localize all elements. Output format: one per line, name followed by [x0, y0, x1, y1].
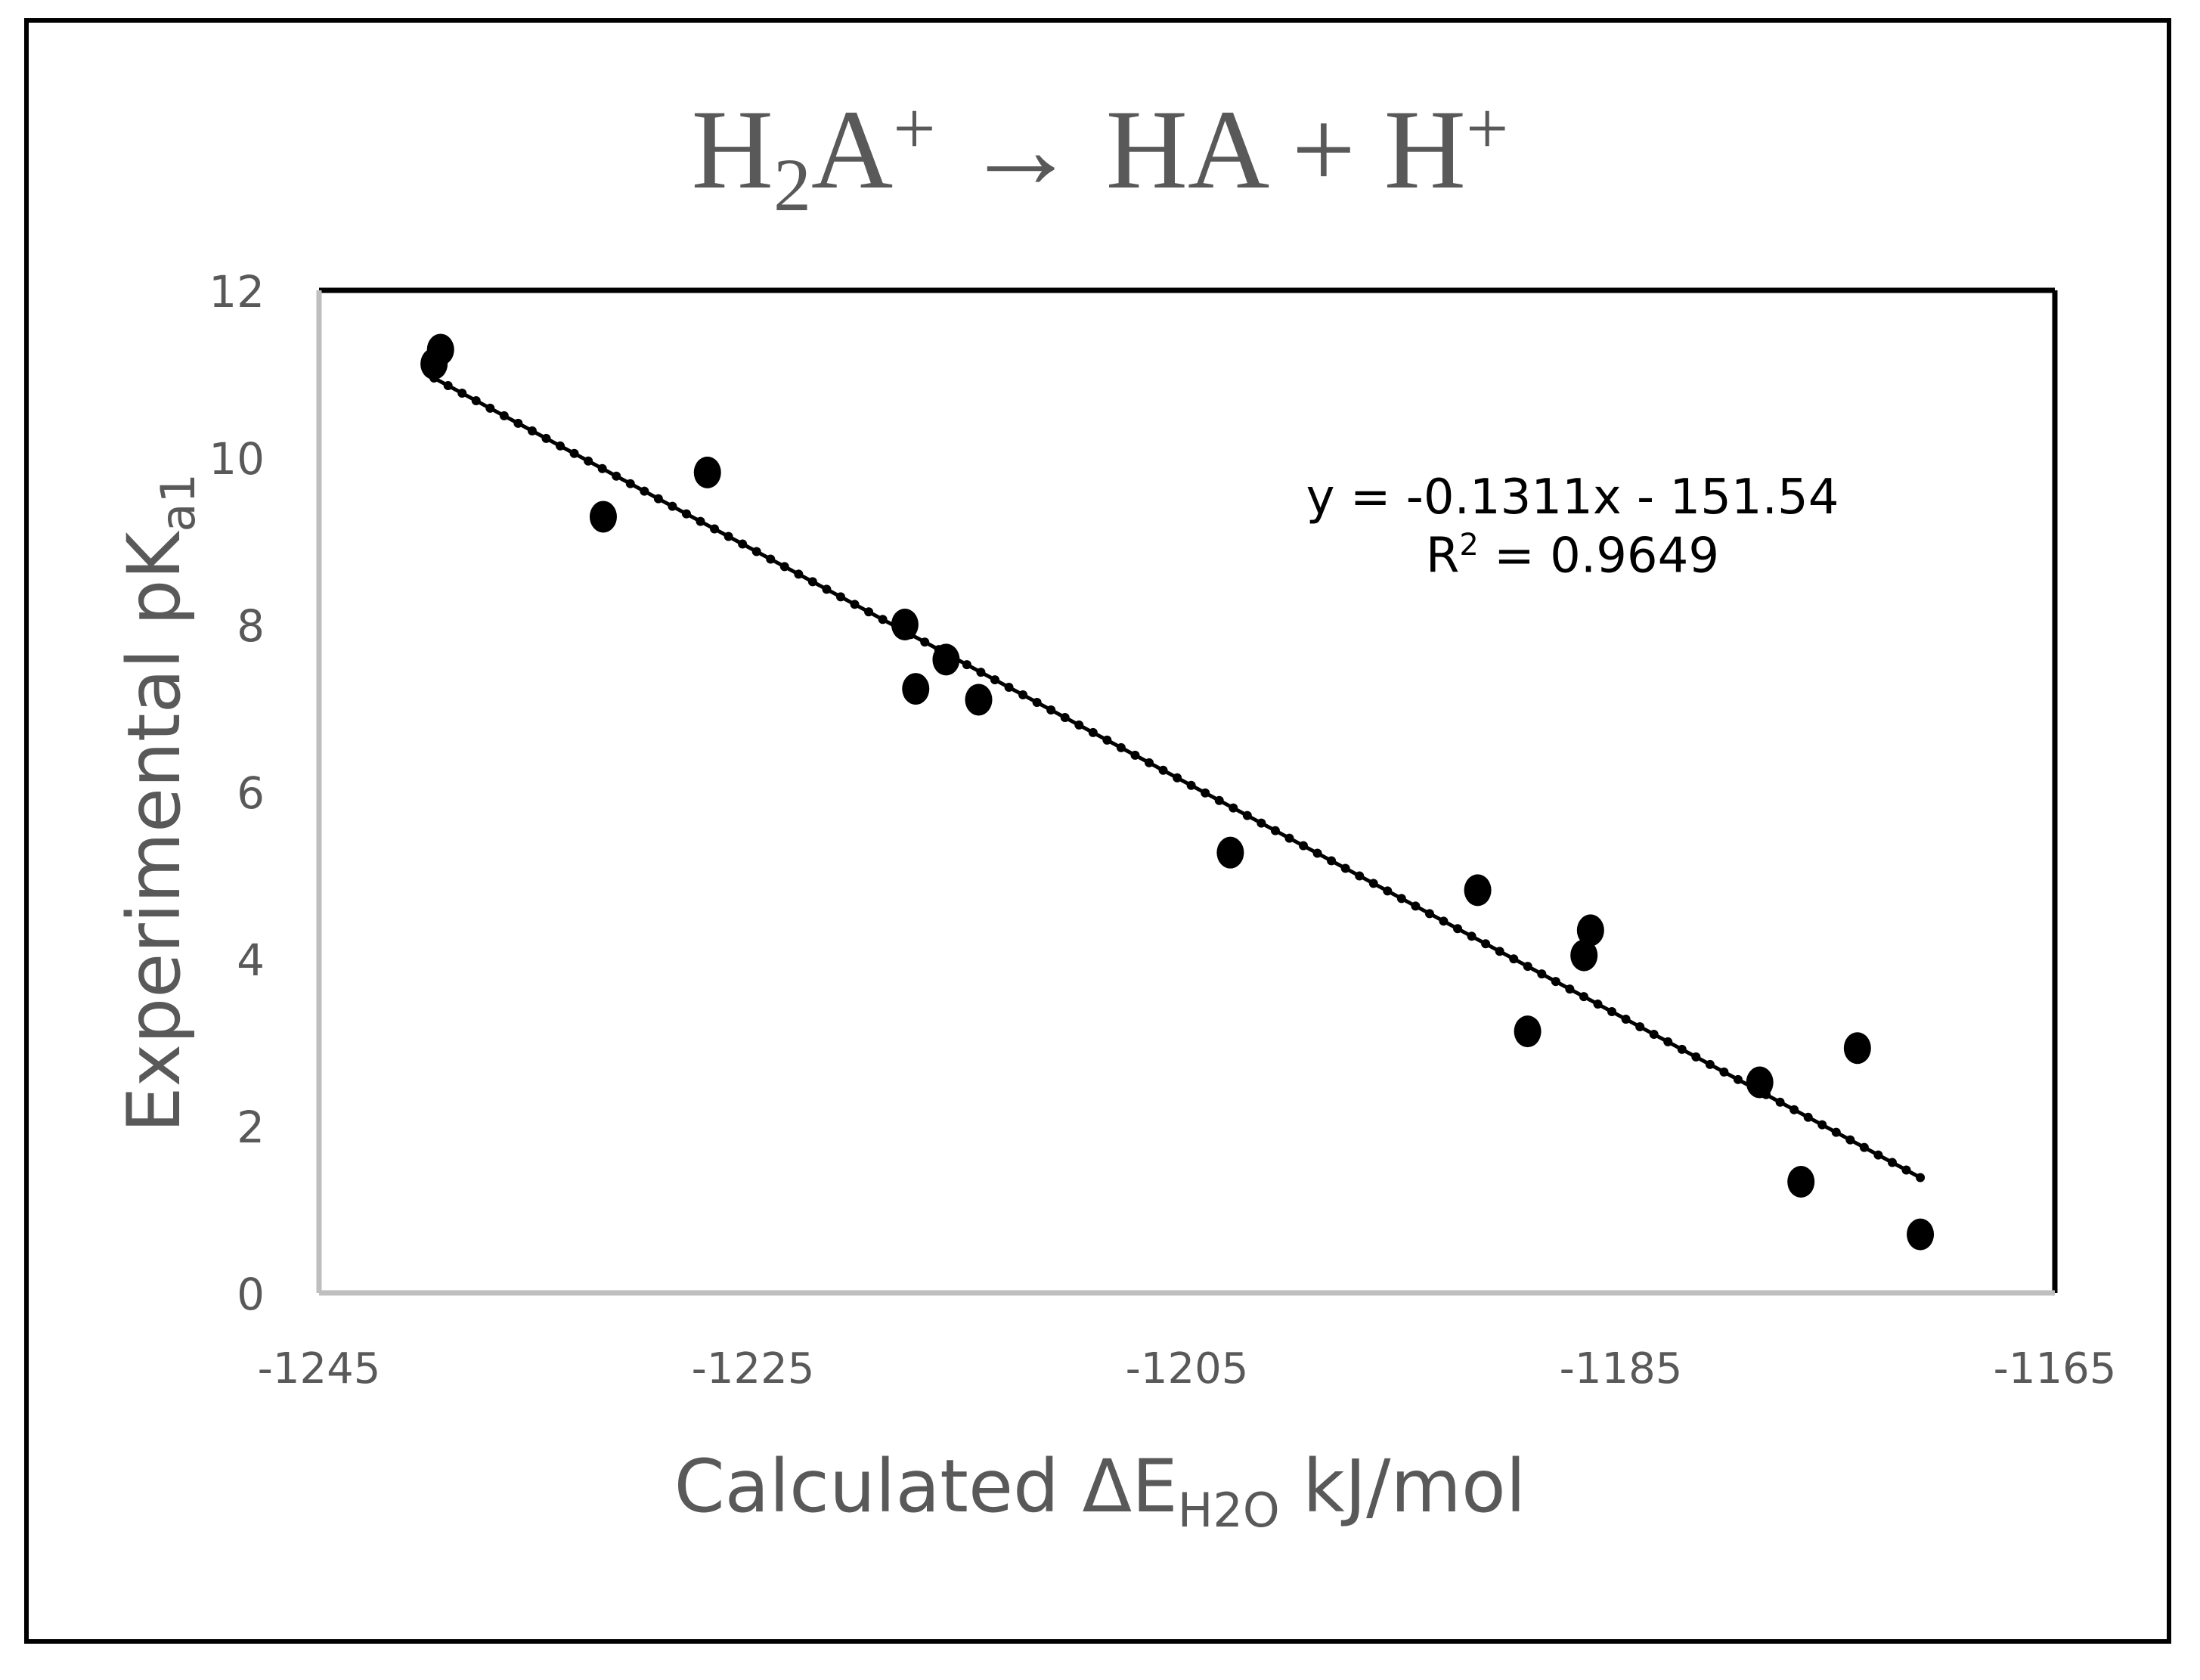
- trendline: [429, 374, 1926, 1183]
- data-point: [1570, 939, 1598, 972]
- data-point: [902, 673, 930, 705]
- trendline-equation: y = -0.1311x - 151.54 R2 = 0.9649: [1240, 469, 1905, 585]
- figure-border: [24, 18, 2171, 1644]
- x-tick-1165: -1165: [1993, 1344, 2117, 1393]
- data-point: [1843, 1032, 1871, 1065]
- data-point: [932, 643, 960, 676]
- x-tick-1225: -1225: [691, 1344, 815, 1393]
- x-tick-1245: -1245: [257, 1344, 381, 1393]
- x-axis-label: Calculated ΔEH2O kJ/mol: [674, 1444, 1526, 1539]
- y-tick-4: 4: [237, 935, 265, 986]
- data-point: [693, 456, 721, 488]
- data-point: [1907, 1218, 1935, 1251]
- data-point: [1464, 874, 1492, 907]
- data-point: [1787, 1166, 1815, 1198]
- y-tick-0: 0: [237, 1269, 265, 1320]
- data-point: [965, 683, 993, 716]
- data-point: [1514, 1015, 1542, 1048]
- y-tick-8: 8: [237, 600, 265, 652]
- data-point: [1216, 836, 1244, 869]
- y-tick-12: 12: [209, 266, 265, 318]
- equation-text: y = -0.1311x - 151.54: [1306, 470, 1839, 525]
- y-tick-6: 6: [237, 767, 265, 819]
- data-point: [420, 348, 448, 380]
- y-axis-label: Experimental pKa1: [111, 473, 206, 1133]
- data-point: [891, 609, 919, 640]
- data-point: [589, 501, 617, 533]
- data-points: [420, 333, 1935, 1251]
- x-tick-1185: -1185: [1559, 1344, 1683, 1393]
- r-squared: R2 = 0.9649: [1425, 527, 1720, 584]
- y-tick-10: 10: [209, 433, 265, 485]
- data-point: [1746, 1066, 1774, 1099]
- data-point: [1576, 914, 1604, 947]
- chart-title: H2A+ → HA + H+: [691, 86, 1509, 227]
- y-tick-2: 2: [237, 1102, 265, 1153]
- x-tick-1205: -1205: [1125, 1344, 1249, 1393]
